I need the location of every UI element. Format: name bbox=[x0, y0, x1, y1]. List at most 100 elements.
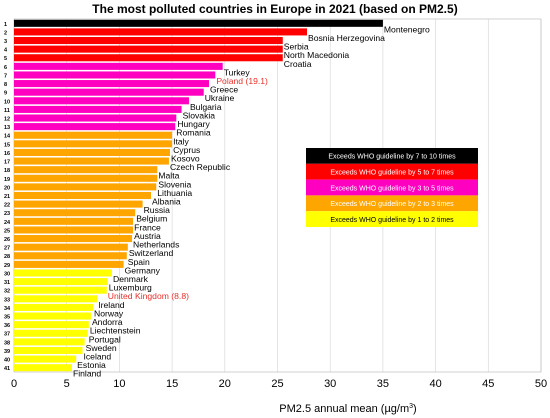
legend-entry: Exceeds WHO guideline by 5 to 7 times bbox=[330, 170, 454, 177]
country-label: Iceland bbox=[84, 352, 112, 362]
legend-swatch bbox=[306, 195, 478, 212]
bar bbox=[14, 191, 152, 200]
country-label: Portugal bbox=[89, 334, 121, 344]
country-label: Denmark bbox=[113, 274, 149, 284]
rank-label: 18 bbox=[4, 168, 10, 174]
x-tick-label: 45 bbox=[482, 378, 494, 390]
legend-entry: Exceeds WHO guideline by 1 to 2 times bbox=[330, 217, 454, 224]
rank-label: 2 bbox=[4, 30, 7, 36]
legend-entry: Exceeds WHO guideline by 3 to 5 times bbox=[330, 185, 454, 192]
rank-label: 35 bbox=[4, 315, 10, 321]
bar bbox=[14, 183, 157, 191]
bar bbox=[14, 19, 383, 27]
bar bbox=[14, 278, 108, 286]
bar bbox=[14, 200, 143, 208]
country-label: North Macedonia bbox=[284, 50, 350, 60]
x-tick-label: 5 bbox=[64, 378, 70, 390]
bar bbox=[14, 166, 158, 174]
rank-label: 3 bbox=[4, 39, 7, 45]
x-axis-label-sup: 3 bbox=[409, 403, 413, 410]
country-label: Slovakia bbox=[183, 110, 216, 120]
x-tick-label: 10 bbox=[113, 378, 125, 390]
rank-label: 15 bbox=[4, 142, 10, 148]
bar bbox=[14, 123, 176, 131]
rank-label: 37 bbox=[4, 332, 10, 338]
bar bbox=[14, 321, 89, 329]
bar bbox=[14, 235, 133, 243]
rank-label: 31 bbox=[4, 280, 10, 286]
bar bbox=[14, 45, 283, 53]
x-axis-label-main: PM2.5 annual mean (µg/m bbox=[279, 403, 409, 415]
rank-label: 12 bbox=[4, 116, 10, 122]
rank-label: 1 bbox=[4, 22, 7, 28]
bar bbox=[14, 243, 128, 251]
bar bbox=[14, 97, 189, 105]
country-label: Serbia bbox=[284, 42, 309, 52]
legend-swatch bbox=[306, 211, 478, 227]
x-tick-label: 35 bbox=[377, 378, 389, 390]
country-label: Romania bbox=[176, 128, 211, 138]
legend-entry: Exceeds WHO guideline by 2 to 3 times bbox=[330, 201, 454, 208]
rank-label: 14 bbox=[4, 134, 11, 140]
bar bbox=[14, 252, 127, 260]
country-label: Ukraine bbox=[205, 93, 235, 103]
country-label: Greece bbox=[210, 85, 238, 95]
country-label: Netherlands bbox=[133, 240, 179, 250]
rank-label: 34 bbox=[4, 306, 11, 312]
country-label: Albania bbox=[152, 197, 181, 207]
rank-label: 24 bbox=[4, 220, 11, 226]
bar bbox=[14, 54, 283, 62]
bar bbox=[14, 312, 91, 320]
chart-title: The most polluted countries in Europe in… bbox=[92, 2, 457, 16]
country-label: Slovenia bbox=[158, 179, 191, 189]
legend-entry: Exceeds WHO guideline by 7 to 10 times bbox=[328, 154, 456, 161]
legend-swatch bbox=[306, 163, 478, 180]
rank-label: 4 bbox=[4, 48, 8, 54]
legend-swatch bbox=[306, 148, 478, 164]
country-label: Bulgaria bbox=[190, 102, 222, 112]
bar bbox=[14, 105, 182, 113]
x-tick-label: 30 bbox=[324, 378, 336, 390]
rank-label: 8 bbox=[4, 82, 7, 88]
bars-group bbox=[14, 19, 383, 372]
country-label: Germany bbox=[125, 265, 161, 275]
bar bbox=[14, 157, 169, 165]
bar bbox=[14, 114, 177, 122]
rank-label: 25 bbox=[4, 228, 10, 234]
country-label: Spain bbox=[128, 257, 150, 267]
bar bbox=[14, 148, 170, 156]
bar bbox=[14, 174, 158, 182]
legend-swatch bbox=[306, 179, 478, 196]
country-label: Luxemburg bbox=[109, 283, 152, 293]
bar bbox=[14, 209, 136, 217]
country-label: Liechtenstein bbox=[90, 326, 141, 336]
country-label: Andorra bbox=[92, 317, 123, 327]
bar bbox=[14, 295, 98, 303]
bar bbox=[14, 71, 216, 79]
rank-label: 32 bbox=[4, 289, 10, 295]
rank-label: 7 bbox=[4, 73, 7, 79]
country-label: Bosnia Herzegovina bbox=[308, 33, 385, 43]
rank-label: 33 bbox=[4, 297, 10, 303]
rank-label: 9 bbox=[4, 91, 7, 97]
rank-label: 41 bbox=[4, 366, 10, 372]
rank-label: 23 bbox=[4, 211, 10, 217]
bar bbox=[14, 364, 72, 372]
bar bbox=[14, 346, 83, 355]
bar bbox=[14, 217, 134, 225]
country-label: Croatia bbox=[284, 59, 312, 69]
bar bbox=[14, 260, 124, 268]
rank-label: 39 bbox=[4, 349, 10, 355]
bar bbox=[14, 329, 88, 337]
rank-label: 17 bbox=[4, 160, 10, 166]
country-label: Russia bbox=[144, 205, 170, 215]
country-label: Poland (19.1) bbox=[216, 76, 268, 86]
country-label: Lithuania bbox=[157, 188, 192, 198]
country-label: Sweden bbox=[86, 343, 117, 353]
country-label: Kosovo bbox=[171, 153, 200, 163]
x-axis-label-end: ) bbox=[413, 403, 417, 415]
bar bbox=[14, 28, 308, 36]
country-label: Switzerland bbox=[129, 248, 174, 258]
x-tick-label: 40 bbox=[429, 378, 441, 390]
rank-label: 16 bbox=[4, 151, 10, 157]
